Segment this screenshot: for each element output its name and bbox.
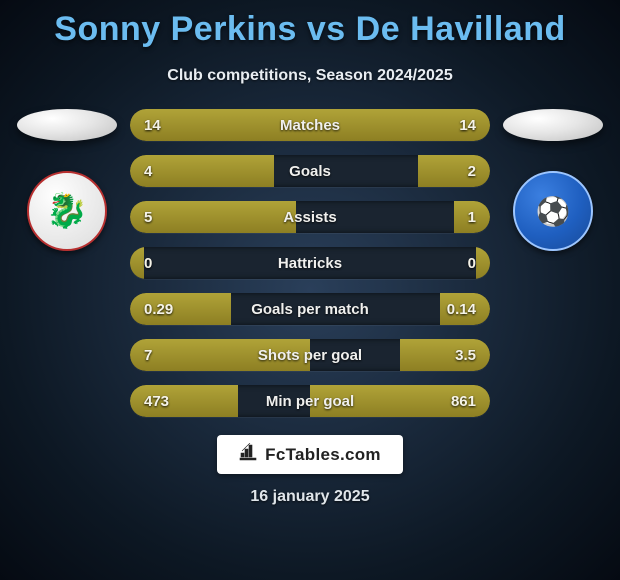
stat-label: Hattricks	[130, 247, 490, 279]
stat-bar-left	[130, 247, 144, 279]
dragon-icon: 🐉	[46, 191, 88, 231]
ball-icon: ⚽	[536, 195, 571, 228]
stat-bar-left	[130, 109, 310, 141]
stat-bar-left	[130, 201, 296, 233]
stat-bar-right	[310, 385, 490, 417]
stat-bar-right	[310, 109, 490, 141]
stat-value-right: 0	[468, 247, 476, 279]
stat-row: 0.290.14Goals per match	[130, 293, 490, 325]
stat-row: 1414Matches	[130, 109, 490, 141]
stat-bar-right	[400, 339, 490, 371]
fctables-link[interactable]: FcTables.com	[217, 435, 403, 474]
stats-table: 1414Matches 42Goals 51Assists 0 0Hattricks 0.…	[130, 109, 490, 417]
stat-value-left: 0	[144, 247, 152, 279]
stat-row: 73.5Shots per goal	[130, 339, 490, 371]
chart-icon	[239, 443, 257, 466]
club-crest-left: 🐉	[27, 171, 107, 251]
player-right-column: ⚽	[498, 109, 608, 251]
player-left-column: 🐉	[12, 109, 122, 251]
page-subtitle: Club competitions, Season 2024/2025	[0, 67, 620, 85]
player-left-photo	[17, 109, 117, 141]
stat-row: 42Goals	[130, 155, 490, 187]
stat-bar-right	[418, 155, 490, 187]
stat-bar-left	[130, 339, 310, 371]
stat-bar-right	[454, 201, 490, 233]
stat-bar-right	[476, 247, 490, 279]
generation-date: 16 january 2025	[250, 488, 369, 506]
stat-row: 51Assists	[130, 201, 490, 233]
stat-bar-right	[440, 293, 490, 325]
page-title: Sonny Perkins vs De Havilland	[0, 0, 620, 49]
comparison-panel: 🐉 1414Matches 42Goals 51Assists 0 0Hattricks…	[0, 109, 620, 417]
logo-text: FcTables.com	[265, 445, 381, 465]
club-crest-right: ⚽	[513, 171, 593, 251]
player-right-photo	[503, 109, 603, 141]
stat-bar-left	[130, 385, 238, 417]
footer: FcTables.com 16 january 2025	[0, 435, 620, 506]
stat-row: 473861Min per goal	[130, 385, 490, 417]
stat-bar-left	[130, 293, 231, 325]
stat-bar-left	[130, 155, 274, 187]
stat-row: 0 0Hattricks	[130, 247, 490, 279]
